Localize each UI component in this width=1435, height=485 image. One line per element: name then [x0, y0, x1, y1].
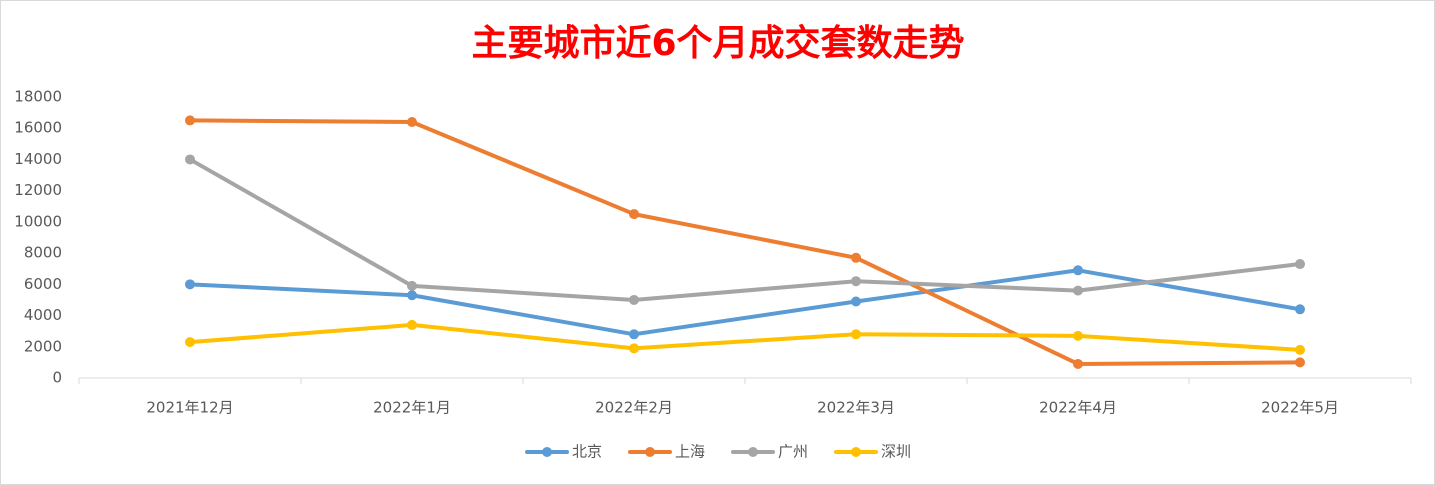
- y-tick-label: 2000: [24, 337, 62, 355]
- y-tick-label: 18000: [14, 88, 62, 106]
- x-tick-label: 2022年2月: [595, 399, 673, 417]
- series-line: [188, 322, 1302, 352]
- data-point: [1295, 304, 1305, 315]
- data-point: [851, 276, 861, 287]
- data-point: [1073, 358, 1083, 369]
- data-point: [185, 337, 195, 348]
- data-point: [185, 115, 195, 126]
- data-point: [629, 209, 639, 220]
- legend-marker: [645, 447, 655, 457]
- y-tick-label: 0: [52, 369, 62, 387]
- data-point: [1295, 344, 1305, 355]
- data-point: [851, 252, 861, 263]
- y-tick-label: 8000: [24, 244, 62, 262]
- legend-marker: [851, 447, 861, 457]
- legend-label: 深圳: [881, 443, 911, 461]
- chart-title: 主要城市近6个月成交套数走势: [471, 22, 964, 64]
- data-point: [1073, 285, 1083, 296]
- y-tick-label: 10000: [14, 212, 62, 230]
- data-point: [1295, 357, 1305, 368]
- data-point: [1295, 259, 1305, 270]
- data-point: [851, 296, 861, 307]
- data-point: [629, 294, 639, 305]
- data-point: [407, 290, 417, 301]
- series-line: [188, 268, 1302, 337]
- data-point: [851, 329, 861, 340]
- y-tick-label: 6000: [24, 275, 62, 293]
- y-tick-label: 4000: [24, 306, 62, 324]
- y-tick-label: 12000: [14, 181, 62, 199]
- y-tick-label: 14000: [14, 150, 62, 168]
- legend-label: 上海: [675, 443, 705, 461]
- legend-label: 广州: [778, 443, 808, 461]
- data-point: [1073, 330, 1083, 341]
- x-tick-label: 2021年12月: [146, 399, 233, 417]
- data-point: [407, 116, 417, 127]
- data-point: [185, 279, 195, 290]
- x-tick-label: 2022年4月: [1039, 399, 1117, 417]
- legend-label: 北京: [572, 443, 602, 461]
- data-point: [407, 280, 417, 291]
- legend-marker: [542, 447, 552, 457]
- series-line: [188, 118, 1302, 366]
- x-tick-label: 2022年3月: [817, 399, 895, 417]
- data-point: [629, 343, 639, 354]
- x-tick-label: 2022年5月: [1261, 399, 1339, 417]
- series-line: [188, 157, 1302, 302]
- legend-marker: [748, 447, 758, 457]
- data-point: [1073, 265, 1083, 276]
- data-point: [629, 329, 639, 340]
- y-tick-label: 16000: [14, 119, 62, 137]
- data-point: [407, 319, 417, 330]
- data-point: [185, 154, 195, 165]
- x-tick-label: 2022年1月: [373, 399, 451, 417]
